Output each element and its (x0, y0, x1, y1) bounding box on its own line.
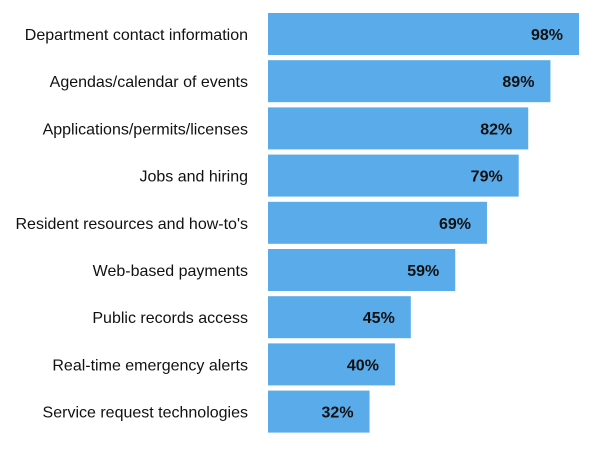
category-label: Department contact information (25, 27, 248, 44)
bar (268, 390, 370, 433)
data-label: 45% (363, 310, 395, 327)
bar (268, 154, 519, 197)
bar (268, 343, 395, 386)
category-label: Resident resources and how-to's (15, 216, 248, 233)
data-label: 40% (347, 357, 379, 374)
data-label: 69% (439, 216, 471, 233)
bar (268, 296, 411, 339)
data-label: 32% (322, 405, 354, 422)
bar (268, 201, 487, 244)
category-label: Web-based payments (93, 263, 248, 280)
category-label: Real-time emergency alerts (52, 357, 248, 374)
category-label: Service request technologies (43, 405, 248, 422)
category-label: Applications/permits/licenses (43, 121, 248, 138)
bar (268, 13, 579, 55)
bar (268, 107, 529, 150)
data-label: 79% (471, 169, 503, 186)
data-label: 59% (407, 263, 439, 280)
category-label: Jobs and hiring (139, 169, 248, 186)
bar (268, 60, 551, 103)
data-label: 98% (531, 27, 563, 44)
data-label: 82% (480, 121, 512, 138)
category-label: Agendas/calendar of events (50, 74, 248, 91)
bar (268, 249, 456, 291)
category-label: Public records access (92, 310, 248, 327)
data-label: 89% (502, 74, 534, 91)
